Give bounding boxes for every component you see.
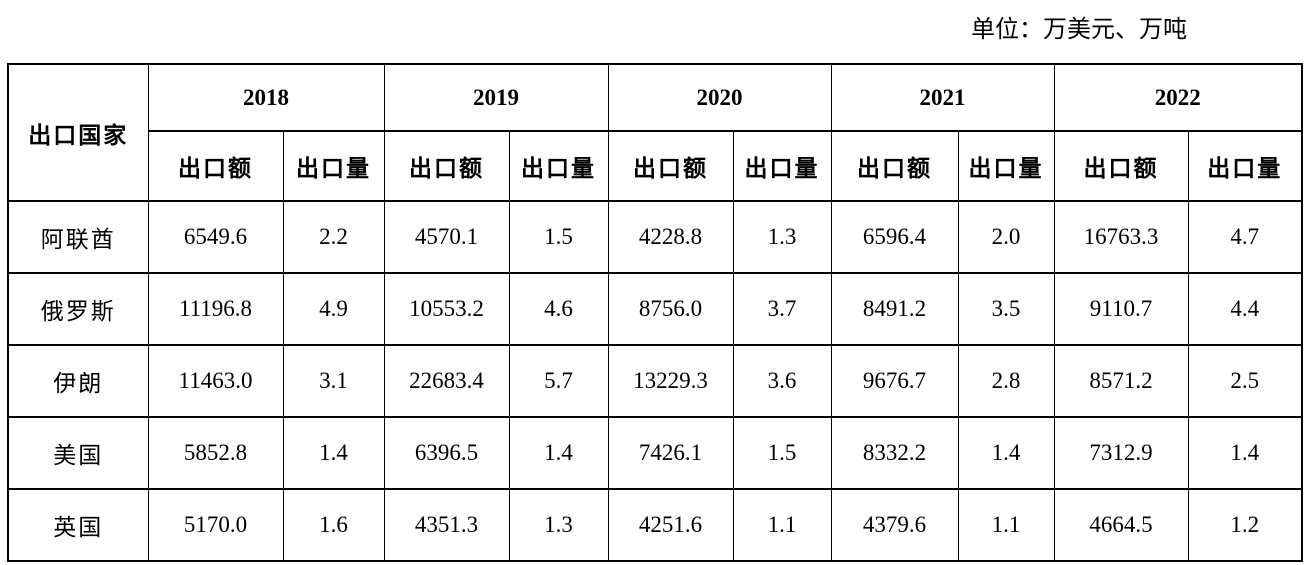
cell-value: 1.2 (1187, 488, 1303, 562)
cell-value: 8756.0 (607, 272, 734, 346)
cell-value: 4251.6 (607, 488, 734, 562)
subheader-export-value-2021: 出口额 (830, 130, 959, 202)
subheader-export-volume-2018: 出口量 (282, 130, 385, 202)
cell-value: 5.7 (508, 344, 609, 418)
cell-value: 6549.6 (147, 200, 284, 274)
cell-value: 2.5 (1187, 344, 1303, 418)
cell-value: 22683.4 (383, 344, 510, 418)
subheader-export-volume-2022: 出口量 (1187, 130, 1303, 202)
cell-value: 9676.7 (830, 344, 959, 418)
cell-value: 6596.4 (830, 200, 959, 274)
year-header-2020: 2020 (607, 63, 832, 132)
country-label: 英国 (7, 488, 149, 562)
subheader-export-value-2020: 出口额 (607, 130, 734, 202)
cell-value: 1.4 (282, 416, 385, 490)
table-row-usa: 美国 5852.8 1.4 6396.5 1.4 7426.1 1.5 8332… (7, 416, 1303, 490)
cell-value: 4379.6 (830, 488, 959, 562)
cell-value: 4664.5 (1053, 488, 1189, 562)
cell-value: 1.1 (957, 488, 1055, 562)
cell-value: 4.7 (1187, 200, 1303, 274)
cell-value: 1.4 (957, 416, 1055, 490)
subheader-export-volume-2019: 出口量 (508, 130, 609, 202)
cell-value: 7312.9 (1053, 416, 1189, 490)
cell-value: 8332.2 (830, 416, 959, 490)
year-header-2019: 2019 (383, 63, 609, 132)
cell-value: 16763.3 (1053, 200, 1189, 274)
cell-value: 8571.2 (1053, 344, 1189, 418)
cell-value: 5852.8 (147, 416, 284, 490)
cell-value: 1.4 (508, 416, 609, 490)
cell-value: 11196.8 (147, 272, 284, 346)
cell-value: 10553.2 (383, 272, 510, 346)
corner-header-export-country: 出口国家 (7, 63, 149, 202)
country-label: 阿联酋 (7, 200, 149, 274)
cell-value: 2.0 (957, 200, 1055, 274)
subheader-export-volume-2020: 出口量 (732, 130, 832, 202)
cell-value: 2.8 (957, 344, 1055, 418)
cell-value: 5170.0 (147, 488, 284, 562)
table-row-iran: 伊朗 11463.0 3.1 22683.4 5.7 13229.3 3.6 9… (7, 344, 1303, 418)
cell-value: 1.3 (732, 200, 832, 274)
cell-value: 2.2 (282, 200, 385, 274)
cell-value: 4.6 (508, 272, 609, 346)
table-row-uae: 阿联酋 6549.6 2.2 4570.1 1.5 4228.8 1.3 659… (7, 200, 1303, 274)
cell-value: 8491.2 (830, 272, 959, 346)
cell-value: 7426.1 (607, 416, 734, 490)
header-row-years: 出口国家 2018 2019 2020 2021 2022 (7, 63, 1303, 202)
cell-value: 4570.1 (383, 200, 510, 274)
cell-value: 3.7 (732, 272, 832, 346)
unit-label: 单位：万美元、万吨 (971, 17, 1187, 43)
cell-value: 4.9 (282, 272, 385, 346)
subheader-export-value-2019: 出口额 (383, 130, 510, 202)
cell-value: 3.6 (732, 344, 832, 418)
cell-value: 1.5 (732, 416, 832, 490)
cell-value: 4228.8 (607, 200, 734, 274)
cell-value: 1.5 (508, 200, 609, 274)
cell-value: 1.6 (282, 488, 385, 562)
year-header-2021: 2021 (830, 63, 1055, 132)
country-label: 美国 (7, 416, 149, 490)
year-header-2018: 2018 (147, 63, 385, 132)
table-row-russia: 俄罗斯 11196.8 4.9 10553.2 4.6 8756.0 3.7 8… (7, 272, 1303, 346)
subheader-export-volume-2021: 出口量 (957, 130, 1055, 202)
cell-value: 3.5 (957, 272, 1055, 346)
subheader-export-value-2022: 出口额 (1053, 130, 1189, 202)
cell-value: 6396.5 (383, 416, 510, 490)
cell-value: 1.3 (508, 488, 609, 562)
table-row-uk: 英国 5170.0 1.6 4351.3 1.3 4251.6 1.1 4379… (7, 488, 1303, 562)
cell-value: 1.1 (732, 488, 832, 562)
cell-value: 1.4 (1187, 416, 1303, 490)
subheader-export-value-2018: 出口额 (147, 130, 284, 202)
cell-value: 4.4 (1187, 272, 1303, 346)
cell-value: 3.1 (282, 344, 385, 418)
cell-value: 4351.3 (383, 488, 510, 562)
export-data-table: 出口国家 2018 2019 2020 2021 2022 出口额 出口量 出口… (7, 63, 1303, 562)
cell-value: 9110.7 (1053, 272, 1189, 346)
cell-value: 11463.0 (147, 344, 284, 418)
year-header-2022: 2022 (1053, 63, 1303, 132)
header-row-measures: 出口额 出口量 出口额 出口量 出口额 出口量 出口额 出口量 出口额 出口量 (8, 130, 1303, 202)
cell-value: 13229.3 (607, 344, 734, 418)
country-label: 俄罗斯 (7, 272, 149, 346)
country-label: 伊朗 (7, 344, 149, 418)
